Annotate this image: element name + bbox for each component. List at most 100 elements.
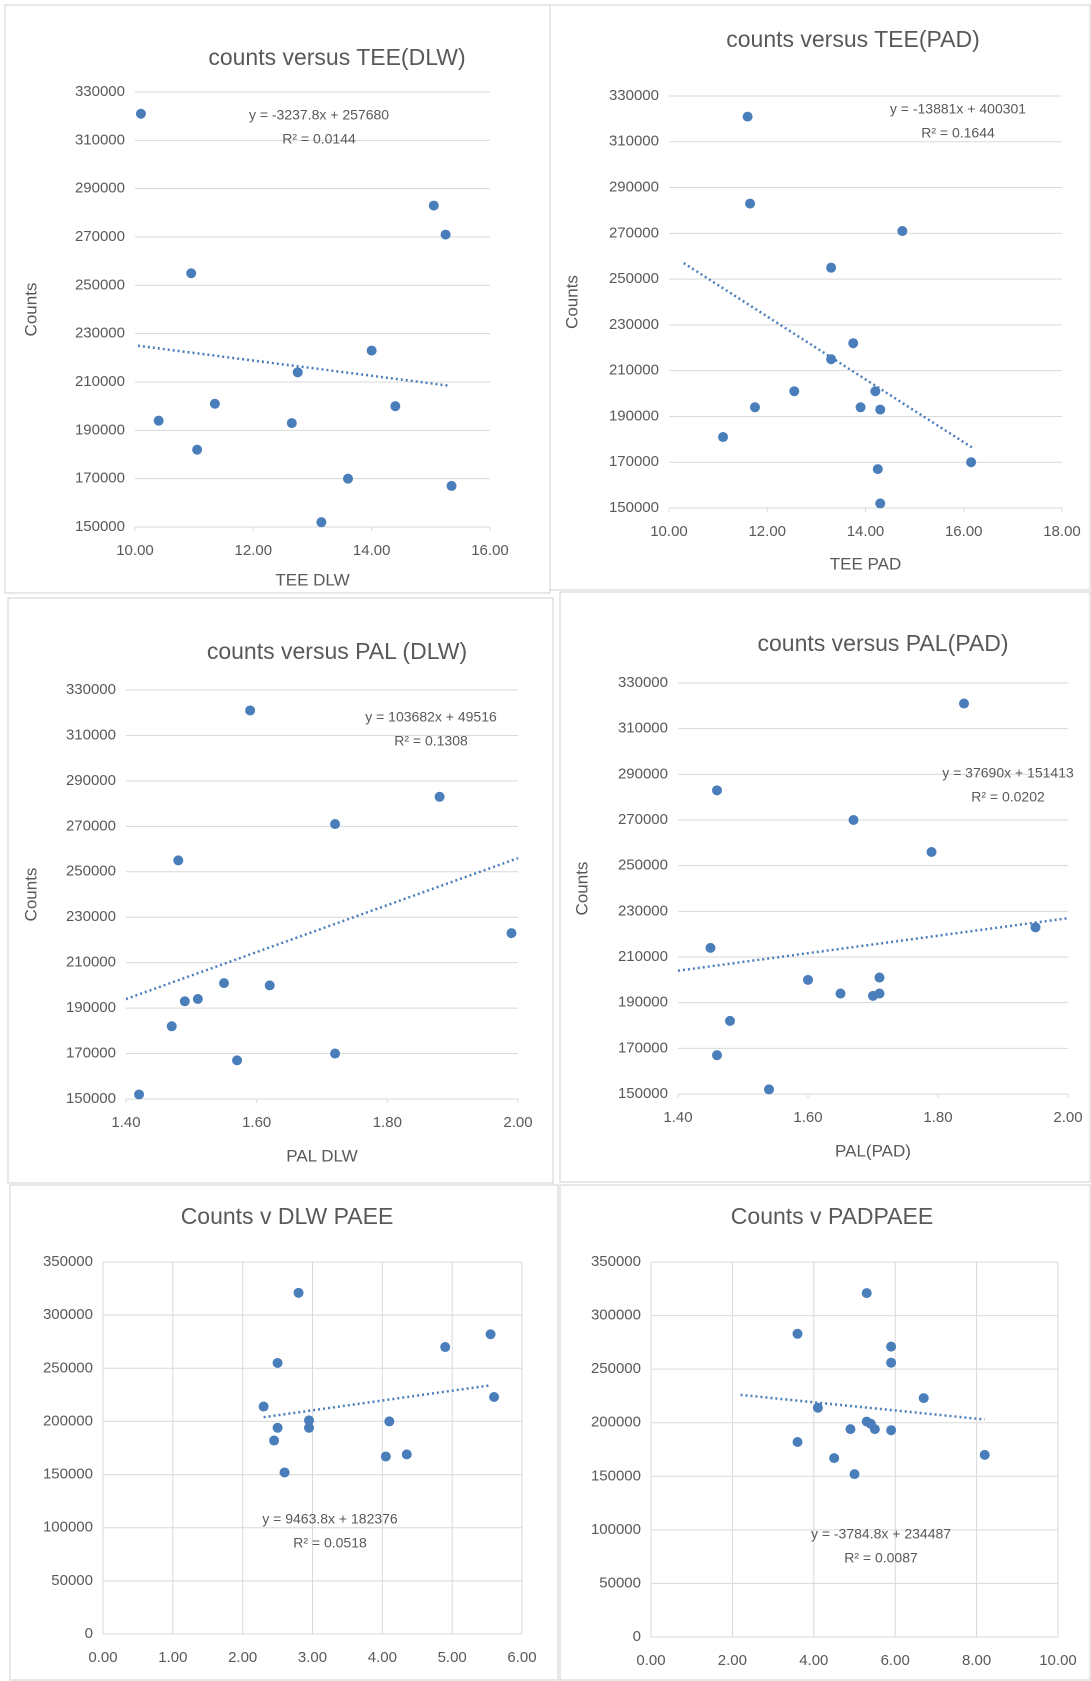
y-tick-label: 330000 <box>609 87 659 104</box>
x-axis-label: PAL(PAD) <box>835 1141 911 1160</box>
data-point <box>434 791 445 802</box>
y-tick-label: 250000 <box>618 857 668 874</box>
data-point <box>875 498 886 509</box>
data-point <box>134 1089 145 1100</box>
data-point <box>855 402 866 413</box>
data-point <box>870 386 881 397</box>
data-point <box>390 401 401 412</box>
data-point <box>272 1422 283 1433</box>
data-point <box>401 1449 412 1460</box>
y-tick-label: 170000 <box>618 1039 668 1056</box>
y-tick-label: 270000 <box>75 228 125 245</box>
data-point <box>153 415 164 426</box>
data-point <box>966 457 977 468</box>
data-point <box>742 111 753 122</box>
data-point <box>264 980 275 991</box>
x-axis-label: TEE PAD <box>830 554 901 573</box>
panel-border <box>559 1184 1091 1681</box>
x-tick-label: 5.00 <box>438 1649 467 1666</box>
panel-border <box>7 597 554 1184</box>
data-point <box>848 815 859 825</box>
chart-title: counts versus PAL(PAD) <box>758 630 1009 656</box>
x-tick-label: 0.00 <box>88 1649 117 1666</box>
data-point <box>835 988 846 999</box>
y-tick-label: 190000 <box>609 407 659 424</box>
y-tick-label: 150000 <box>43 1466 93 1483</box>
x-tick-label: 12.00 <box>748 523 786 540</box>
y-tick-label: 290000 <box>75 180 125 197</box>
y-tick-label: 250000 <box>43 1359 93 1376</box>
data-point <box>792 1437 803 1447</box>
data-point <box>330 1048 341 1059</box>
y-tick-label: 330000 <box>75 83 125 100</box>
data-point <box>874 988 885 999</box>
data-point <box>330 819 341 830</box>
trendline-annotation: y = 103682x + 49516 <box>365 709 497 725</box>
x-tick-label: 2.00 <box>503 1114 532 1131</box>
data-point <box>192 994 203 1005</box>
x-tick-label: 10.00 <box>650 523 688 540</box>
y-tick-label: 330000 <box>618 674 668 691</box>
x-tick-label: 2.00 <box>1053 1109 1082 1126</box>
trendline-annotation: y = 37690x + 151413 <box>942 765 1074 781</box>
y-tick-label: 230000 <box>66 908 116 925</box>
data-point <box>485 1329 496 1340</box>
trendline-annotation: y = -3237.8x + 257680 <box>249 107 389 123</box>
chart-title: counts versus TEE(DLW) <box>208 44 465 70</box>
data-point <box>826 262 837 273</box>
data-point <box>343 473 353 484</box>
y-tick-label: 100000 <box>43 1519 93 1536</box>
y-axis-label: Counts <box>21 283 40 337</box>
y-tick-label: 350000 <box>591 1253 641 1270</box>
data-point <box>245 705 256 716</box>
y-tick-label: 250000 <box>609 270 659 287</box>
y-tick-label: 200000 <box>43 1412 93 1429</box>
data-point <box>959 698 969 709</box>
data-point <box>192 444 203 455</box>
y-tick-label: 310000 <box>75 131 125 148</box>
chart-title: counts versus TEE(PAD) <box>726 26 980 52</box>
y-tick-label: 330000 <box>66 681 116 698</box>
data-point <box>304 1422 315 1433</box>
y-tick-label: 50000 <box>599 1574 641 1591</box>
data-point <box>219 978 229 989</box>
data-point <box>446 480 457 491</box>
data-point <box>1030 922 1041 933</box>
y-tick-label: 170000 <box>609 453 659 470</box>
y-tick-label: 200000 <box>591 1414 641 1431</box>
data-point <box>135 108 146 119</box>
y-tick-label: 170000 <box>66 1045 116 1062</box>
y-tick-label: 250000 <box>66 863 116 880</box>
y-tick-label: 250000 <box>75 276 125 293</box>
x-tick-label: 1.60 <box>242 1114 271 1131</box>
y-tick-label: 150000 <box>591 1467 641 1484</box>
data-point <box>829 1453 840 1464</box>
y-tick-label: 300000 <box>591 1307 641 1324</box>
chart-title: Counts v PADPAEE <box>731 1203 933 1229</box>
x-tick-label: 14.00 <box>847 523 885 540</box>
data-point <box>872 464 883 475</box>
data-point <box>506 928 517 939</box>
data-point <box>812 1402 823 1413</box>
data-point <box>745 198 756 209</box>
x-tick-label: 4.00 <box>799 1652 828 1669</box>
data-point <box>749 402 760 413</box>
data-point <box>789 386 800 397</box>
data-point <box>258 1401 269 1412</box>
data-point <box>292 367 303 378</box>
x-axis-label: TEE DLW <box>275 570 349 589</box>
x-tick-label: 4.00 <box>368 1649 397 1666</box>
data-point <box>718 432 729 443</box>
x-tick-label: 2.00 <box>228 1649 257 1666</box>
data-point <box>489 1391 500 1402</box>
y-tick-label: 290000 <box>66 772 116 789</box>
data-point <box>897 226 908 237</box>
trendline-annotation: R² = 0.0087 <box>844 1550 918 1566</box>
trendline <box>137 344 449 387</box>
chart-title: counts versus PAL (DLW) <box>207 638 467 664</box>
y-tick-label: 310000 <box>66 726 116 743</box>
trendline-annotation: R² = 0.1644 <box>921 125 995 141</box>
y-tick-label: 150000 <box>618 1085 668 1102</box>
data-point <box>725 1015 735 1026</box>
data-point <box>869 1424 880 1435</box>
